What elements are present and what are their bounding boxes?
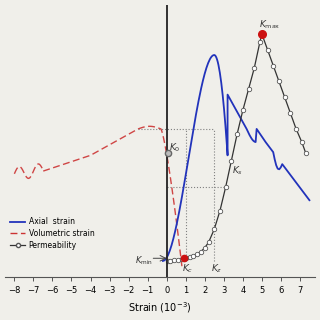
X-axis label: Strain $(10^{-3})$: Strain $(10^{-3})$ xyxy=(128,300,192,315)
Text: $K_c$: $K_c$ xyxy=(181,262,193,275)
Text: $K_{\rm max}$: $K_{\rm max}$ xyxy=(259,18,280,31)
Legend: Axial  strain, Volumetric strain, Permeability: Axial strain, Volumetric strain, Permeab… xyxy=(9,216,96,251)
Text: $K_z$: $K_z$ xyxy=(212,262,223,275)
Text: $K_s$: $K_s$ xyxy=(232,165,244,177)
Text: $K_0$: $K_0$ xyxy=(169,141,180,154)
Text: $K_{\rm min}$: $K_{\rm min}$ xyxy=(135,254,153,267)
